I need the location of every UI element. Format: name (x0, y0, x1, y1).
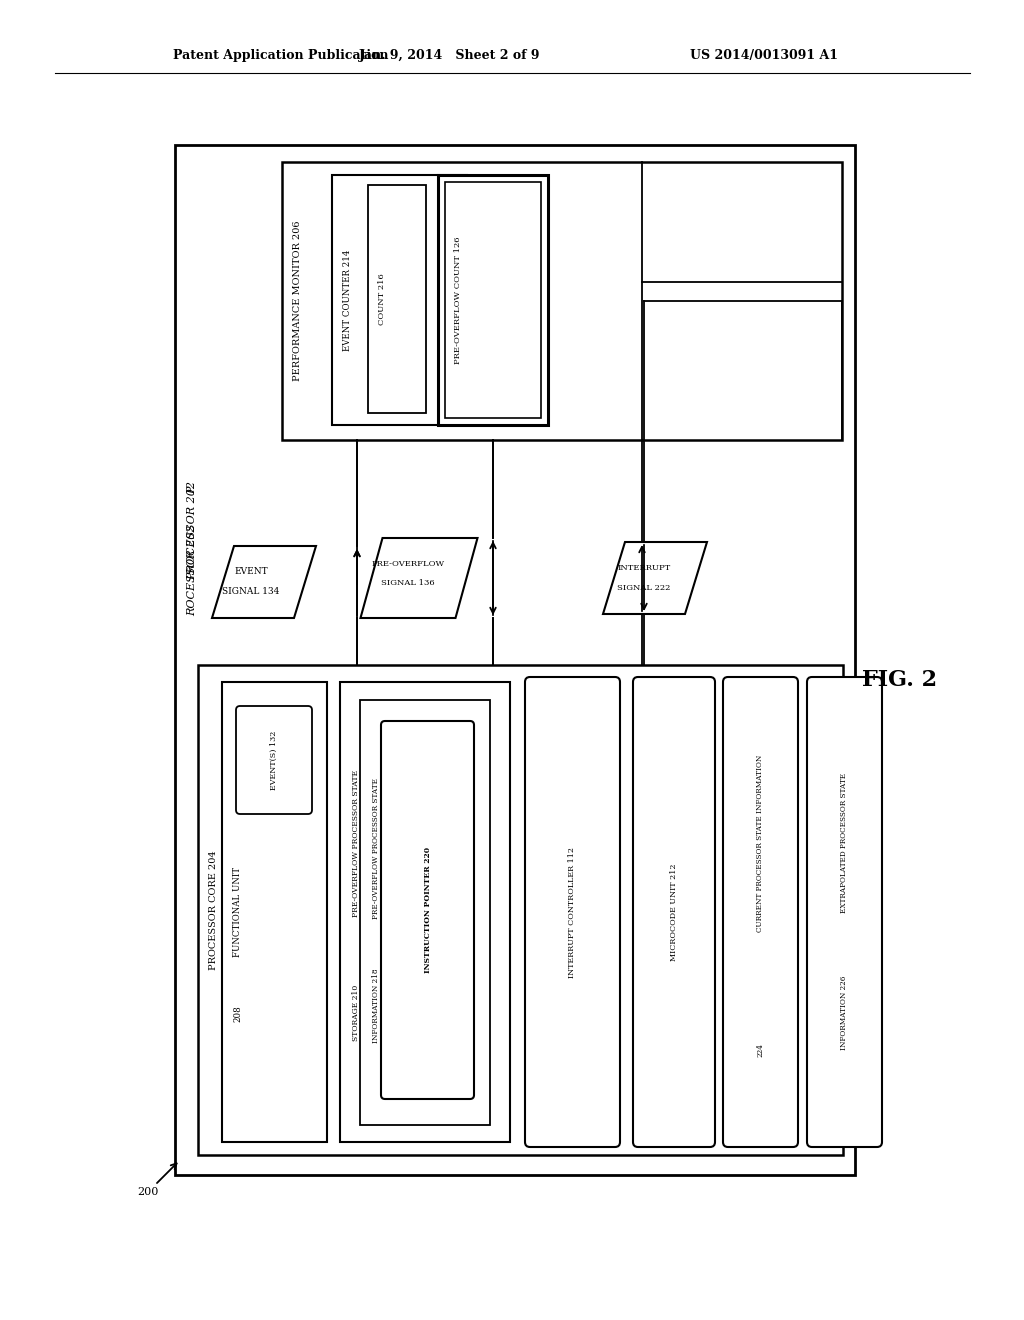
FancyBboxPatch shape (723, 677, 798, 1147)
Text: P: P (187, 486, 197, 494)
Text: EVENT(S) 132: EVENT(S) 132 (270, 730, 278, 789)
FancyBboxPatch shape (381, 721, 474, 1100)
Text: PRE-OVERFLOW: PRE-OVERFLOW (372, 560, 444, 568)
Bar (368, 185, 426, 413)
Bar (340, 682, 510, 1142)
Text: FUNCTIONAL UNIT: FUNCTIONAL UNIT (233, 867, 243, 957)
FancyBboxPatch shape (236, 706, 312, 814)
Text: PRE-OVERFLOW PROCESSOR STATE: PRE-OVERFLOW PROCESSOR STATE (352, 770, 360, 916)
Bar (445, 182, 541, 418)
Text: CURRENT PROCESSOR STATE INFORMATION: CURRENT PROCESSOR STATE INFORMATION (757, 754, 765, 932)
Text: MICROCODE UNIT 212: MICROCODE UNIT 212 (670, 863, 678, 961)
Text: EVENT: EVENT (234, 568, 268, 577)
Text: US 2014/0013091 A1: US 2014/0013091 A1 (690, 49, 838, 62)
Text: INTERRUPT CONTROLLER 112: INTERRUPT CONTROLLER 112 (568, 846, 577, 978)
Bar (282, 162, 842, 440)
Text: SIGNAL 222: SIGNAL 222 (617, 583, 671, 591)
FancyBboxPatch shape (525, 677, 620, 1147)
FancyBboxPatch shape (807, 677, 882, 1147)
Text: 224: 224 (757, 1043, 765, 1057)
Bar (175, 145, 855, 1175)
Text: STORAGE 210: STORAGE 210 (352, 985, 360, 1041)
Text: EXTRAPOLATED PROCESSOR STATE: EXTRAPOLATED PROCESSOR STATE (841, 774, 849, 913)
Bar (222, 682, 327, 1142)
FancyBboxPatch shape (633, 677, 715, 1147)
Bar (198, 665, 843, 1155)
Text: COUNT 216: COUNT 216 (378, 273, 386, 325)
Text: PROCESSOR CORE 204: PROCESSOR CORE 204 (210, 850, 218, 970)
Polygon shape (603, 543, 707, 614)
Polygon shape (360, 539, 477, 618)
Text: ROCESSOR 202: ROCESSOR 202 (187, 524, 197, 615)
Text: INSTRUCTION POINTER 220: INSTRUCTION POINTER 220 (424, 847, 431, 973)
Bar (332, 176, 467, 425)
Bar (438, 176, 548, 425)
Text: PRE-OVERFLOW COUNT 126: PRE-OVERFLOW COUNT 126 (454, 236, 462, 364)
Text: 200: 200 (137, 1187, 159, 1197)
Text: INFORMATION 226: INFORMATION 226 (841, 975, 849, 1051)
Text: PERFORMANCE MONITOR 206: PERFORMANCE MONITOR 206 (294, 220, 302, 381)
Text: INFORMATION 218: INFORMATION 218 (372, 969, 380, 1043)
Text: PRE-OVERFLOW PROCESSOR STATE: PRE-OVERFLOW PROCESSOR STATE (372, 779, 380, 919)
Text: SIGNAL 134: SIGNAL 134 (222, 587, 280, 597)
Text: 208: 208 (233, 1005, 243, 1022)
Text: SIGNAL 136: SIGNAL 136 (381, 579, 435, 587)
Text: Jan. 9, 2014   Sheet 2 of 9: Jan. 9, 2014 Sheet 2 of 9 (359, 49, 541, 62)
Text: FIG. 2: FIG. 2 (862, 669, 938, 690)
Bar (360, 700, 490, 1125)
Polygon shape (212, 546, 316, 618)
Text: PROCESSOR 202: PROCESSOR 202 (187, 480, 197, 579)
Text: Patent Application Publication: Patent Application Publication (173, 49, 388, 62)
Text: INTERRUPT: INTERRUPT (617, 564, 671, 572)
Text: EVENT COUNTER 214: EVENT COUNTER 214 (343, 249, 352, 351)
